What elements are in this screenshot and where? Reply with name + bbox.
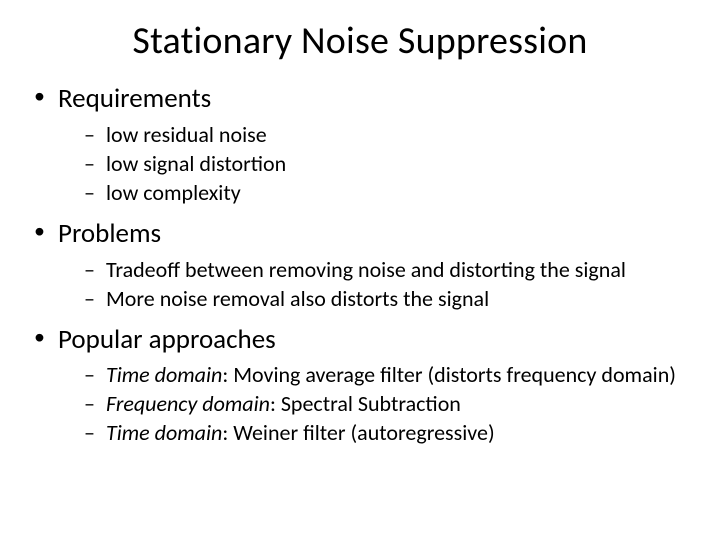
item-text: : Moving average filter (distorts freque… bbox=[222, 361, 676, 388]
section-problems: Problems Tradeoff between removing noise… bbox=[34, 217, 700, 313]
item-text: low complexity bbox=[106, 179, 241, 206]
item-emph: Frequency domain bbox=[106, 390, 270, 417]
list-item: More noise removal also distorts the sig… bbox=[84, 284, 700, 313]
section-heading: Problems bbox=[58, 217, 161, 250]
bullet-list: Requirements low residual noise low sign… bbox=[20, 82, 700, 448]
list-item: low complexity bbox=[84, 178, 700, 207]
item-text: low residual noise bbox=[106, 121, 267, 148]
list-item: Time domain: Moving average filter (dist… bbox=[84, 360, 700, 389]
list-item: low signal distortion bbox=[84, 149, 700, 178]
section-heading: Requirements bbox=[58, 82, 211, 115]
list-item: Frequency domain: Spectral Subtraction bbox=[84, 389, 700, 418]
slide-title: Stationary Noise Suppression bbox=[20, 18, 700, 64]
item-emph: Time domain bbox=[106, 419, 222, 446]
list-item: low residual noise bbox=[84, 120, 700, 149]
sub-list: Tradeoff between removing noise and dist… bbox=[58, 255, 700, 313]
list-item: Tradeoff between removing noise and dist… bbox=[84, 255, 700, 284]
section-requirements: Requirements low residual noise low sign… bbox=[34, 82, 700, 207]
item-text: low signal distortion bbox=[106, 150, 286, 177]
item-text: : Weiner filter (autoregressive) bbox=[222, 419, 494, 446]
sub-list: low residual noise low signal distortion… bbox=[58, 120, 700, 207]
item-text: More noise removal also distorts the sig… bbox=[106, 285, 489, 312]
section-popular-approaches: Popular approaches Time domain: Moving a… bbox=[34, 323, 700, 448]
section-heading: Popular approaches bbox=[58, 323, 276, 356]
list-item: Time domain: Weiner filter (autoregressi… bbox=[84, 418, 700, 447]
sub-list: Time domain: Moving average filter (dist… bbox=[58, 360, 700, 447]
item-text: : Spectral Subtraction bbox=[270, 390, 461, 417]
item-text: Tradeoff between removing noise and dist… bbox=[106, 256, 626, 283]
slide: Stationary Noise Suppression Requirement… bbox=[0, 0, 720, 540]
item-emph: Time domain bbox=[106, 361, 222, 388]
